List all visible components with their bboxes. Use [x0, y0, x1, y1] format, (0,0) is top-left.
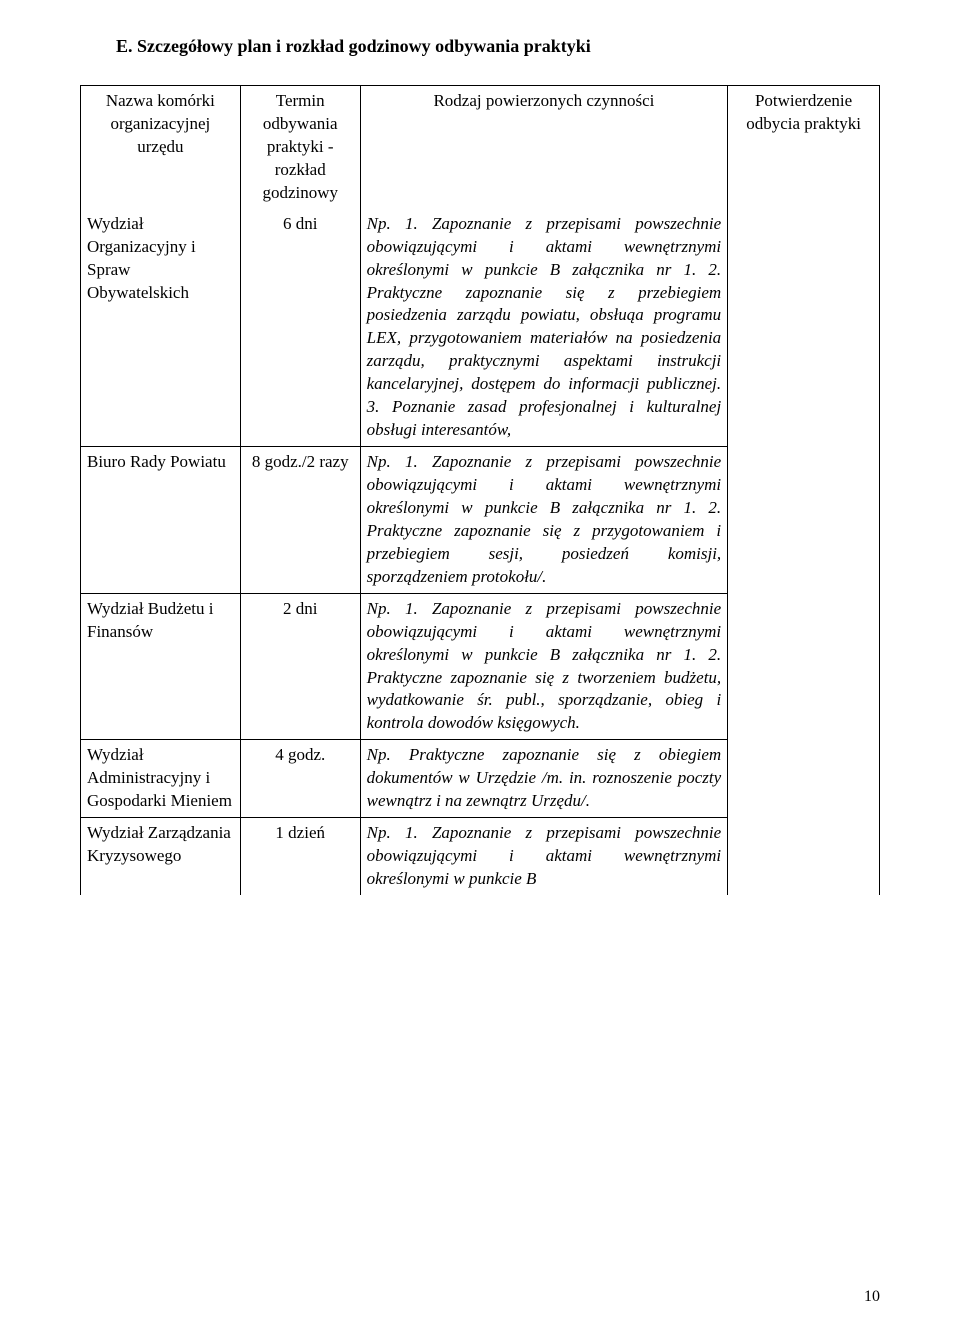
cell-activity: Np. Praktyczne zapoznanie się z obiegiem… — [360, 740, 728, 818]
cell-time: 8 godz./2 razy — [240, 447, 360, 594]
cell-time: 2 dni — [240, 593, 360, 740]
cell-time: 1 dzień — [240, 818, 360, 895]
cell-unit: Wydział Budżetu i Finansów — [81, 593, 241, 740]
cell-time: 4 godz. — [240, 740, 360, 818]
cell-activity: Np. 1. Zapoznanie z przepisami powszechn… — [360, 818, 728, 895]
page-number: 10 — [864, 1288, 880, 1306]
cell-unit: Wydział Zarządzania Kryzysowego — [81, 818, 241, 895]
header-confirm: Potwierdzenie odbycia praktyki — [728, 86, 880, 209]
cell-activity: Np. 1. Zapoznanie z przepisami powszechn… — [360, 593, 728, 740]
table-header-row: Nazwa komórki organizacyjnej urzędu Term… — [81, 86, 880, 209]
header-unit: Nazwa komórki organizacyjnej urzędu — [81, 86, 241, 209]
schedule-table: Nazwa komórki organizacyjnej urzędu Term… — [80, 85, 880, 895]
cell-confirm — [728, 209, 880, 895]
cell-unit: Wydział Organizacyjny i Spraw Obywatelsk… — [81, 209, 241, 447]
table-row: Wydział Organizacyjny i Spraw Obywatelsk… — [81, 209, 880, 447]
header-activity: Rodzaj powierzonych czynności — [360, 86, 728, 209]
section-title: E. Szczegółowy plan i rozkład godzinowy … — [80, 36, 880, 57]
cell-time: 6 dni — [240, 209, 360, 447]
cell-unit: Biuro Rady Powiatu — [81, 447, 241, 594]
page: E. Szczegółowy plan i rozkład godzinowy … — [0, 0, 960, 1330]
header-time: Termin odbywania praktyki - rozkład godz… — [240, 86, 360, 209]
cell-activity: Np. 1. Zapoznanie z przepisami powszechn… — [360, 447, 728, 594]
cell-unit: Wydział Administracyjny i Gospodarki Mie… — [81, 740, 241, 818]
cell-activity: Np. 1. Zapoznanie z przepisami powszechn… — [360, 209, 728, 447]
